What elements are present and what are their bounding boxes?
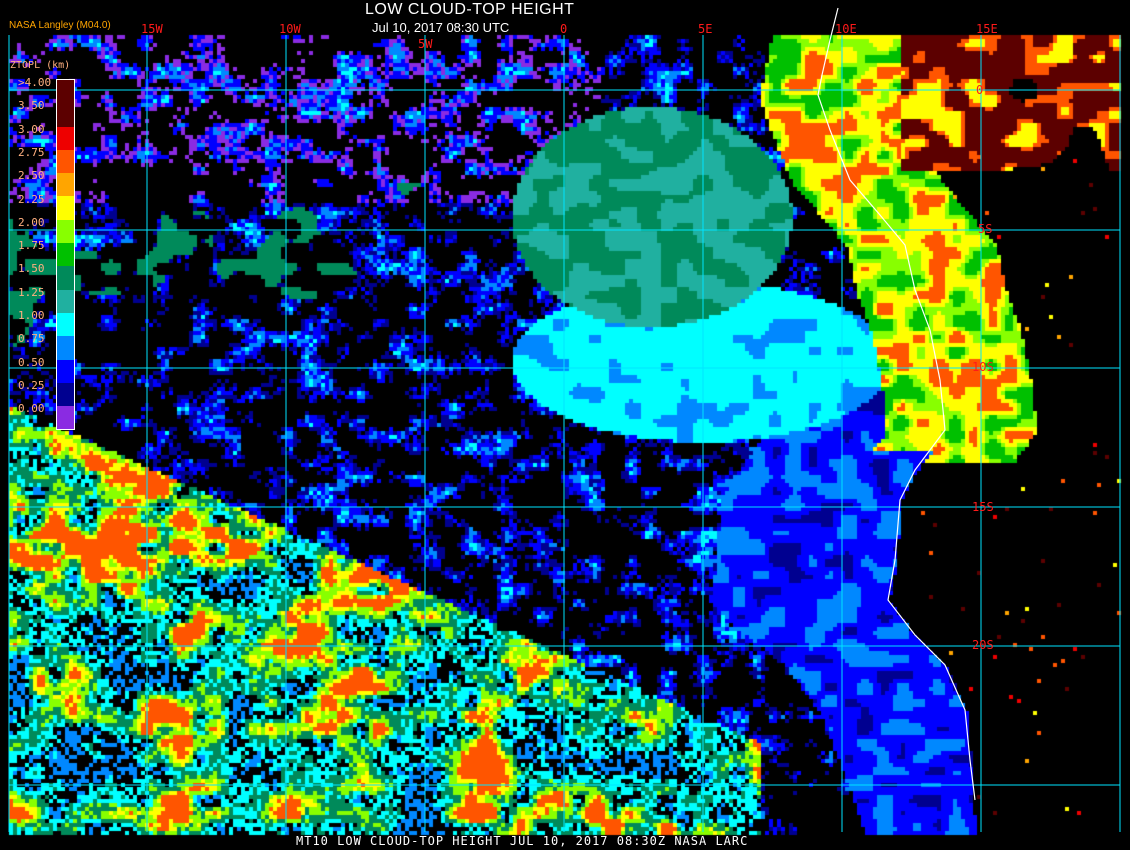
lon-label-10e: 10E	[835, 22, 857, 36]
coastline	[817, 7, 976, 801]
lon-label-5w: 5W	[418, 37, 433, 51]
legend-swatch	[57, 359, 74, 383]
legend-swatch	[57, 80, 74, 104]
legend-swatch	[57, 149, 74, 174]
legend-swatch	[57, 266, 74, 290]
lat-lon-grid	[8, 35, 1121, 832]
credit-label: NASA Langley (M04.0)	[9, 20, 111, 31]
lat-label-0: 0	[976, 83, 984, 97]
lat-label-5s: 5S	[978, 222, 993, 236]
legend-swatch	[57, 289, 74, 313]
legend-swatch	[57, 336, 74, 360]
legend-label: 2.00	[18, 215, 45, 229]
legend-label: 1.25	[18, 285, 45, 299]
legend-swatch	[57, 312, 74, 337]
lon-label-15e: 15E	[976, 22, 998, 36]
lon-label-5e: 5E	[698, 22, 713, 36]
legend-label: 2.50	[18, 169, 45, 183]
map-timestamp: Jul 10, 2017 08:30 UTC	[372, 20, 510, 35]
legend-label: 1.75	[18, 239, 45, 253]
legend-label: 0.50	[18, 355, 45, 369]
legend-swatch	[57, 196, 74, 220]
legend-label: 2.25	[18, 192, 45, 206]
lat-label-10s: 10S	[972, 360, 994, 374]
legend-label: >4.00	[18, 76, 52, 89]
legend-label: 3.50	[18, 99, 45, 113]
legend-title: ZTOPL (km)	[10, 60, 71, 71]
legend-swatch	[57, 219, 74, 244]
lon-label-15w: 15W	[141, 22, 163, 36]
legend-label: 0.00	[18, 402, 45, 416]
legend-swatch	[57, 243, 74, 267]
legend-swatch	[57, 173, 74, 197]
legend-label: 0.75	[18, 332, 45, 346]
lat-label-15s: 15S	[972, 500, 994, 514]
legend-swatch	[57, 103, 74, 127]
legend-label: 0.25	[18, 378, 45, 392]
legend-label: 3.00	[18, 122, 45, 136]
lon-label-0: 0	[560, 22, 568, 36]
legend-label: 1.50	[18, 262, 45, 276]
legend-label: 2.75	[18, 145, 45, 159]
map-title: LOW CLOUD-TOP HEIGHT	[365, 1, 575, 18]
footer-caption: MT10 LOW CLOUD-TOP HEIGHT JUL 10, 2017 0…	[296, 834, 749, 848]
lat-label-20s: 20S	[972, 638, 994, 652]
legend-color-bar	[56, 79, 75, 431]
legend-swatch	[57, 382, 74, 407]
legend-label: 1.00	[18, 309, 45, 322]
legend-swatch	[57, 406, 74, 430]
lon-label-10w: 10W	[279, 22, 301, 36]
legend-swatch	[57, 126, 74, 150]
